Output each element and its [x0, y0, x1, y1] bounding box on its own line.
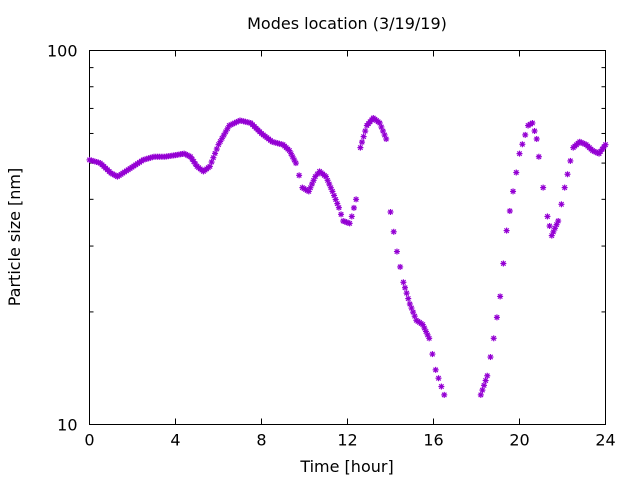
- data-point: [522, 131, 529, 138]
- data-point: [500, 260, 507, 267]
- data-point: [497, 293, 504, 300]
- data-point: [493, 314, 500, 321]
- data-point: [362, 128, 369, 135]
- data-point: [531, 127, 538, 134]
- data-point: [503, 227, 510, 234]
- data-point: [527, 121, 534, 128]
- data-point: [432, 366, 439, 373]
- data-point: [510, 188, 517, 195]
- data-point: [441, 391, 448, 398]
- data-point: [529, 119, 536, 126]
- data-point: [335, 204, 342, 211]
- data-point: [400, 279, 407, 286]
- data-point: [564, 171, 571, 178]
- x-axis-label: Time [hour]: [299, 457, 393, 476]
- data-point: [360, 133, 367, 140]
- data-point: [558, 201, 565, 208]
- data-point: [383, 135, 390, 142]
- data-point: [567, 157, 574, 164]
- chart-title: Modes location (3/19/19): [247, 14, 447, 33]
- data-point: [540, 184, 547, 191]
- data-point: [390, 228, 397, 235]
- data-point: [435, 375, 442, 382]
- data-point: [350, 204, 357, 211]
- data-point: [477, 391, 484, 398]
- x-tick-label: 24: [595, 431, 615, 450]
- y-axis: 10 100: [47, 42, 606, 435]
- data-point: [393, 248, 400, 255]
- data-point: [338, 211, 345, 218]
- data-point: [479, 387, 486, 394]
- data-point: [353, 196, 360, 203]
- data-point: [533, 135, 540, 142]
- data-point: [481, 382, 488, 389]
- x-axis: 0 4 8 12 16 20 24: [84, 50, 616, 450]
- data-point: [346, 220, 353, 227]
- data-point: [296, 172, 303, 179]
- data-point: [490, 335, 497, 342]
- data-point: [535, 153, 542, 160]
- data-point: [402, 284, 409, 291]
- data-point: [438, 383, 445, 390]
- data-point: [357, 144, 364, 151]
- data-point: [348, 213, 355, 220]
- plot-frame: [89, 50, 606, 425]
- y-tick-label: 10: [57, 416, 77, 435]
- data-point: [516, 150, 523, 157]
- data-point: [482, 377, 489, 384]
- data-point: [555, 218, 562, 225]
- x-tick-label: 0: [84, 431, 94, 450]
- data-point: [487, 354, 494, 361]
- data-point: [422, 328, 429, 335]
- data-point: [506, 207, 513, 214]
- data-point: [206, 163, 213, 170]
- data-point: [484, 372, 491, 379]
- x-tick-label: 4: [170, 431, 180, 450]
- data-point: [403, 290, 410, 297]
- data-point: [292, 160, 299, 167]
- x-tick-label: 8: [256, 431, 266, 450]
- data-series: [86, 114, 609, 398]
- data-point: [426, 335, 433, 342]
- data-point: [546, 223, 553, 230]
- x-tick-label: 12: [337, 431, 357, 450]
- data-point: [387, 208, 394, 215]
- data-point: [602, 141, 609, 148]
- data-point: [405, 295, 412, 302]
- data-point: [513, 169, 520, 176]
- x-tick-label: 20: [509, 431, 529, 450]
- data-point: [519, 141, 526, 148]
- data-point: [561, 184, 568, 191]
- y-tick-label: 100: [47, 42, 78, 61]
- y-axis-label: Particle size [nm]: [5, 168, 24, 307]
- x-tick-label: 16: [423, 431, 443, 450]
- data-point: [397, 263, 404, 270]
- data-point: [429, 351, 436, 358]
- data-point: [544, 213, 551, 220]
- data-point: [359, 139, 366, 146]
